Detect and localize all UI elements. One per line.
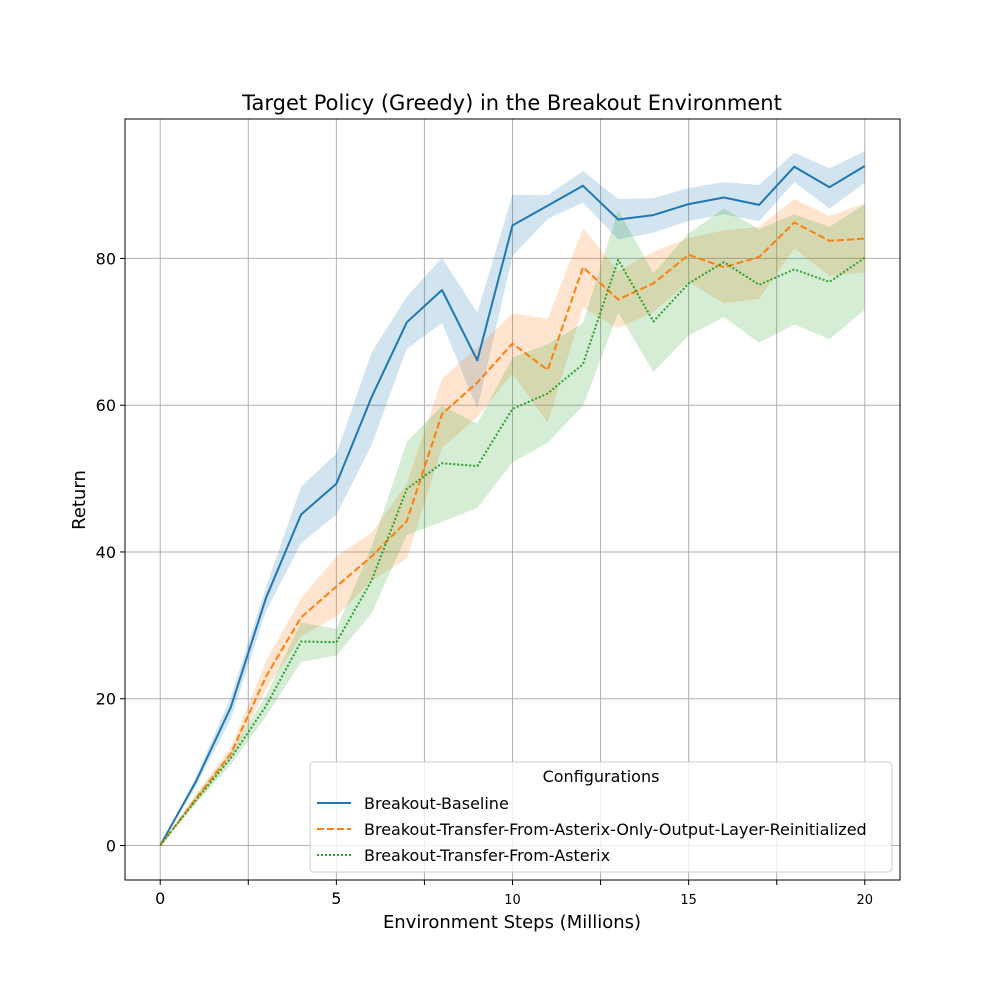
series-line-1 <box>159 165 866 846</box>
x-tick-label: 20 <box>856 893 873 908</box>
legend: Configurations Breakout-BaselineBreakout… <box>309 761 893 873</box>
legend-label: Breakout-Baseline <box>364 794 509 813</box>
plot-frame <box>124 118 901 881</box>
series-line-3 <box>159 256 866 847</box>
y-tick-label: 60 <box>96 396 116 415</box>
x-axis-label: Environment Steps (Millions) <box>383 912 641 933</box>
x-tick-label: 0 <box>155 889 165 908</box>
confidence-band-series-3 <box>160 204 865 846</box>
y-tick-label: 0 <box>106 837 116 856</box>
x-tick-label: 10 <box>504 893 521 908</box>
y-tick-label: 80 <box>96 249 116 268</box>
confidence-band-series-1 <box>160 151 865 846</box>
legend-title: Configurations <box>543 767 660 786</box>
chart-title: Target Policy (Greedy) in the Breakout E… <box>241 91 782 115</box>
y-tick-label: 20 <box>96 690 116 709</box>
legend-entries: Breakout-Baseline Breakout-Transfer-From-… <box>317 794 867 865</box>
confidence-bands <box>160 151 865 846</box>
series-lines <box>159 165 866 847</box>
axis-ticks: 0 5 10 15 20 0 20 40 60 80 <box>96 249 873 908</box>
x-tick-label: 5 <box>331 889 341 908</box>
series-line-2 <box>159 221 865 847</box>
y-axis-label: Return <box>69 470 90 530</box>
confidence-band-series-2 <box>160 199 865 846</box>
legend-box <box>309 761 893 873</box>
legend-label: Breakout-Transfer-From-Asterix-Only-Outp… <box>364 820 867 839</box>
x-tick-label: 15 <box>680 893 697 908</box>
y-tick-label: 40 <box>96 543 116 562</box>
legend-label: Breakout-Transfer-From-Asterix <box>364 846 610 865</box>
